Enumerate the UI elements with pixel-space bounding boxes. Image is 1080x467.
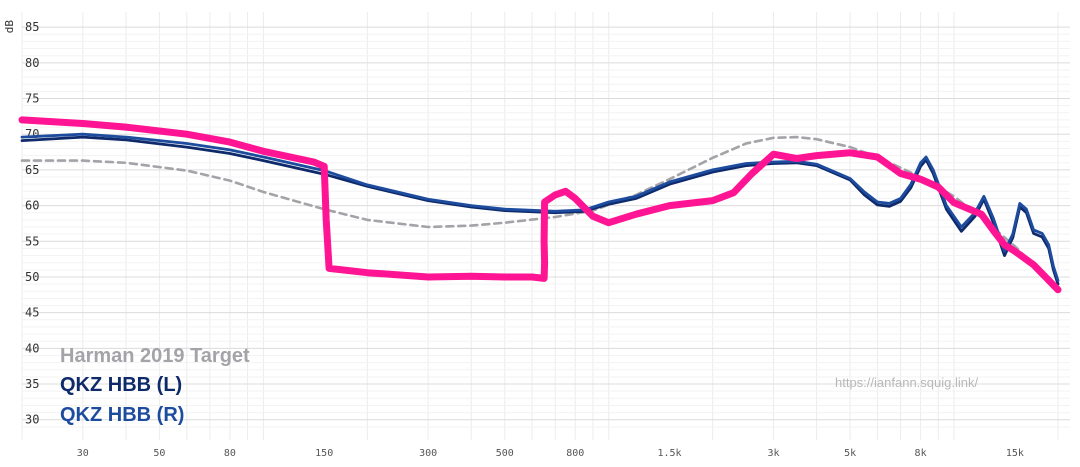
y-tick-label: 65 xyxy=(25,163,39,177)
y-axis-label: dB xyxy=(3,20,16,34)
y-tick-label: 75 xyxy=(25,92,39,106)
x-tick-label: 800 xyxy=(566,448,584,459)
watermark-url: https://ianfann.squig.link/ xyxy=(835,375,978,390)
x-tick-label: 30 xyxy=(77,448,89,459)
x-tick-label: 3k xyxy=(767,448,779,459)
y-tick-label: 80 xyxy=(25,56,39,70)
y-tick-label: 60 xyxy=(25,199,39,213)
y-tick-label: 30 xyxy=(25,413,39,427)
x-tick-label: 500 xyxy=(496,448,514,459)
y-tick-label: 40 xyxy=(25,341,39,355)
y-tick-label: 50 xyxy=(25,270,39,284)
x-tick-label: 300 xyxy=(419,448,437,459)
y-tick-label: 55 xyxy=(25,234,39,248)
x-axis-ticks: 30 50 80 150 300 500 800 1.5k 3k 5k 8k 15k xyxy=(77,448,1024,459)
legend-entry-left: QKZ HBB (L) xyxy=(60,374,182,396)
x-tick-label: 5k xyxy=(844,448,856,459)
right-channel-line xyxy=(20,132,1060,282)
y-tick-label: 45 xyxy=(25,306,39,320)
y-tick-label: 85 xyxy=(25,20,39,34)
x-tick-label: 50 xyxy=(153,448,165,459)
x-tick-label: 1.5k xyxy=(657,448,681,459)
hand-drawn-marker-line xyxy=(18,116,1062,294)
x-tick-label: 15k xyxy=(1006,448,1024,459)
legend-entry-target: Harman 2019 Target xyxy=(60,345,250,367)
y-tick-label: 35 xyxy=(25,377,39,391)
x-tick-label: 150 xyxy=(315,448,333,459)
legend: Harman 2019 Target QKZ HBB (L) QKZ HBB (… xyxy=(60,345,250,426)
x-tick-label: 8k xyxy=(915,448,927,459)
series-lines xyxy=(18,116,1062,294)
x-tick-label: 80 xyxy=(224,448,236,459)
legend-entry-right: QKZ HBB (R) xyxy=(60,404,184,426)
